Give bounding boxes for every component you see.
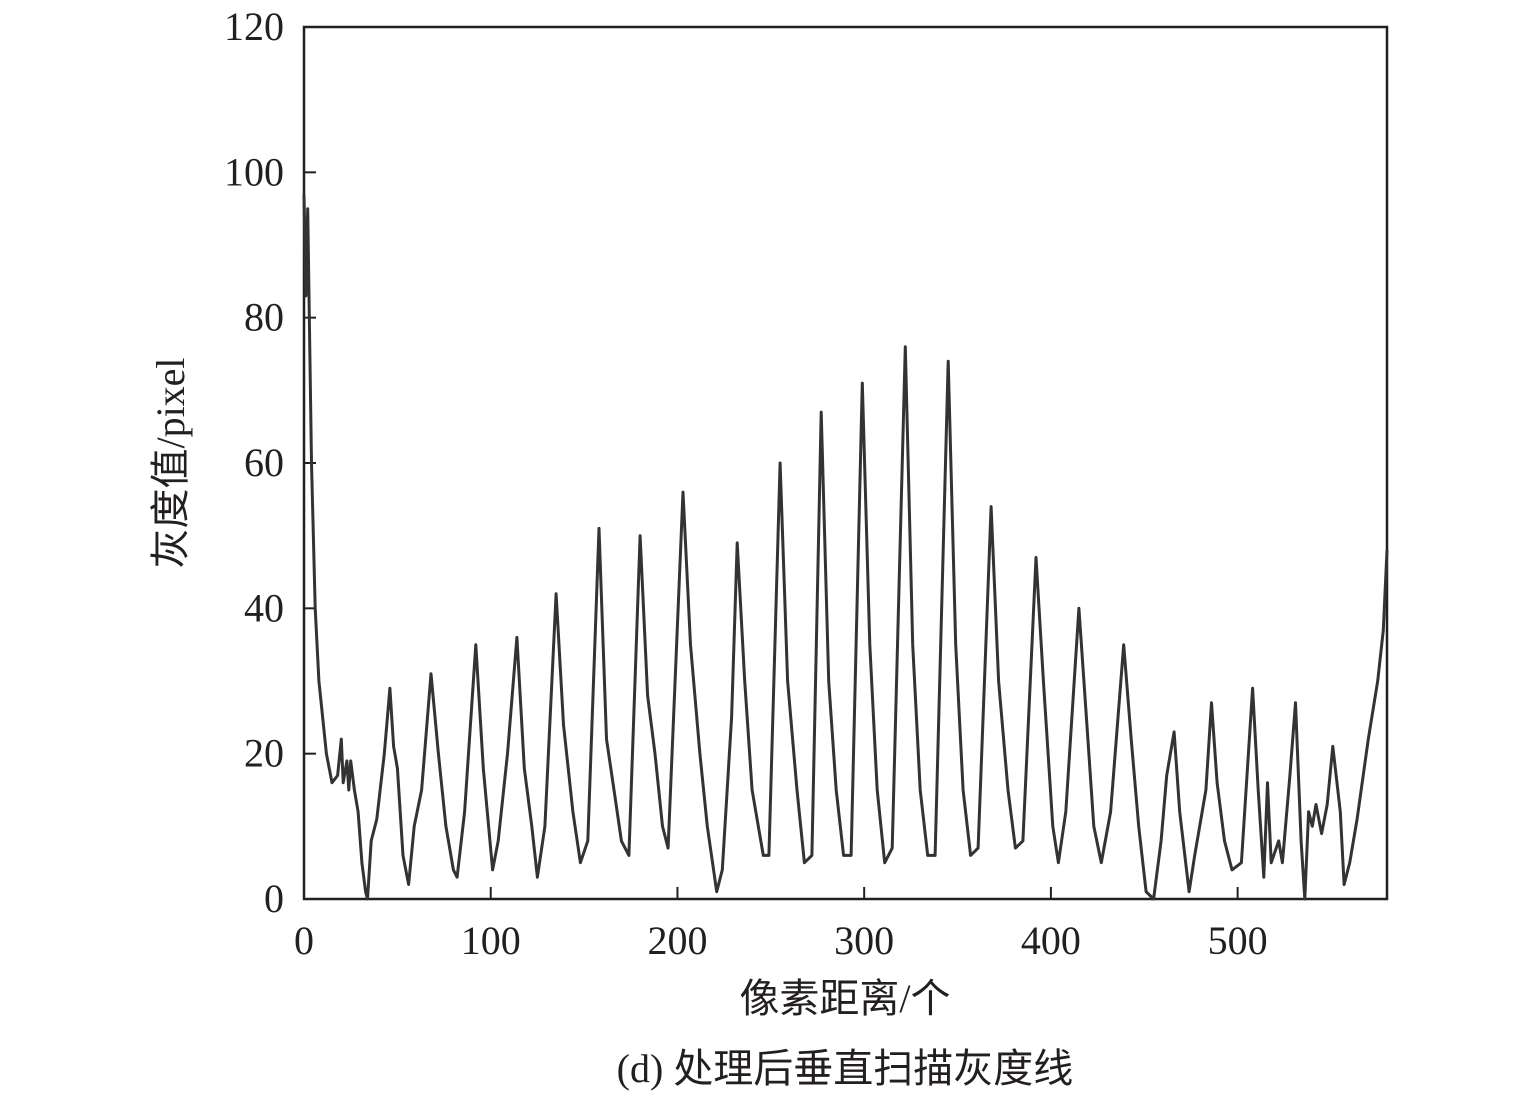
x-tick-label: 300 [834, 918, 894, 963]
y-tick-label: 80 [244, 295, 284, 340]
y-tick-label: 40 [244, 585, 284, 630]
y-tick-label: 60 [244, 440, 284, 485]
y-tick-label: 100 [224, 149, 284, 194]
x-tick-label: 100 [461, 918, 521, 963]
caption: (d) 处理后垂直扫描灰度线 [617, 1046, 1074, 1091]
y-tick-label: 0 [264, 876, 284, 921]
y-axis-label: 灰度值/pixel [148, 357, 193, 568]
x-tick-label: 200 [647, 918, 707, 963]
line [302, 194, 1389, 901]
y-tick-label: 120 [224, 4, 284, 49]
y-tick-label: 20 [244, 731, 284, 776]
x-tick-label: 400 [1021, 918, 1081, 963]
x-axis-label: 像素距离/个 [739, 976, 950, 1021]
x-tick-label: 500 [1208, 918, 1268, 963]
x-tick-label: 0 [294, 918, 314, 963]
